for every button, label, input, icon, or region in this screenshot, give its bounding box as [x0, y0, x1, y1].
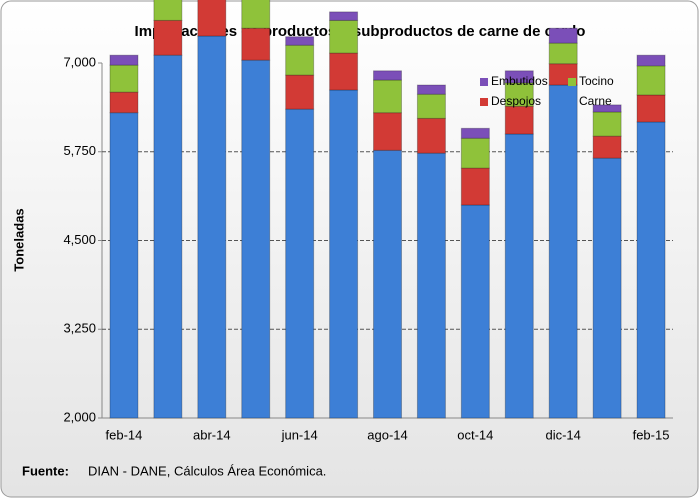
bar-segment: [416, 84, 446, 95]
y-tick-label: 4,500: [63, 232, 96, 247]
bar-segment: [153, 19, 183, 56]
legend-swatch: [568, 98, 576, 106]
bar-segment: [373, 70, 402, 81]
bar-segment: [548, 42, 578, 65]
bar-segment: [197, 35, 227, 419]
bar-segment: [285, 36, 315, 46]
legend-label: Tocino: [579, 74, 614, 88]
y-tick-label: 2,000: [63, 409, 96, 424]
bar-segment: [636, 94, 666, 123]
y-tick-label: 5,750: [63, 143, 96, 158]
bar-segment: [636, 65, 666, 96]
bar-segment: [329, 52, 359, 91]
bar-segment: [329, 89, 359, 419]
legend-swatch: [480, 78, 488, 86]
y-tick-label: 7,000: [63, 54, 96, 69]
bar-segment: [636, 121, 666, 419]
bar-segment: [109, 91, 139, 114]
x-tick-label: feb-15: [633, 427, 670, 442]
bar-segment: [329, 19, 359, 54]
bar-segment: [241, 59, 271, 419]
bar-segment: [285, 44, 315, 76]
bar-segment: [153, 54, 183, 419]
bar-segment: [285, 108, 315, 419]
bar-segment: [109, 54, 139, 66]
bar-segment: [636, 54, 666, 67]
bar-segment: [373, 79, 402, 114]
bar-segment: [416, 93, 446, 119]
source-text: DIAN - DANE, Cálculos Área Económica.: [88, 463, 326, 478]
bar-segment: [285, 74, 315, 110]
bar-segment: [460, 127, 490, 139]
bar-segment: [109, 112, 139, 419]
bar-segment: [504, 70, 534, 84]
bar-segment: [504, 133, 534, 419]
bar-segment: [241, 0, 271, 29]
bar-segment: [460, 167, 490, 206]
x-tick-label: abr-14: [193, 427, 231, 442]
legend-label: Carne: [579, 94, 612, 108]
bar-segment: [460, 137, 490, 169]
bar-segment: [592, 135, 622, 159]
bar-segment: [592, 111, 622, 137]
bar-segment: [548, 27, 578, 44]
legend-swatch: [568, 78, 576, 86]
bar-segment: [329, 11, 359, 21]
bar-segment: [241, 27, 271, 61]
bar-segment: [373, 149, 402, 419]
y-tick-label: 3,250: [63, 321, 96, 336]
x-tick-label: dic-14: [545, 427, 580, 442]
bar-segment: [460, 204, 490, 419]
legend-swatch: [480, 98, 488, 106]
y-axis-label: Toneladas: [11, 208, 26, 271]
bar-segment: [416, 117, 446, 154]
bar-segment: [373, 112, 402, 151]
x-tick-label: feb-14: [106, 427, 143, 442]
bar-segment: [504, 105, 534, 135]
legend-label: Despojos: [491, 94, 541, 108]
x-tick-label: jun-14: [281, 427, 318, 442]
bar-segment: [197, 0, 227, 37]
x-tick-label: oct-14: [457, 427, 493, 442]
source-label: Fuente:: [22, 463, 69, 478]
bar-segment: [109, 64, 139, 93]
bar-segment: [592, 104, 622, 113]
legend-label: Embutidos: [491, 74, 548, 88]
x-tick-label: ago-14: [367, 427, 407, 442]
bar-segment: [548, 84, 578, 419]
bar-segment: [416, 152, 446, 419]
bar-segment: [153, 0, 183, 21]
bar-segment: [592, 157, 622, 419]
